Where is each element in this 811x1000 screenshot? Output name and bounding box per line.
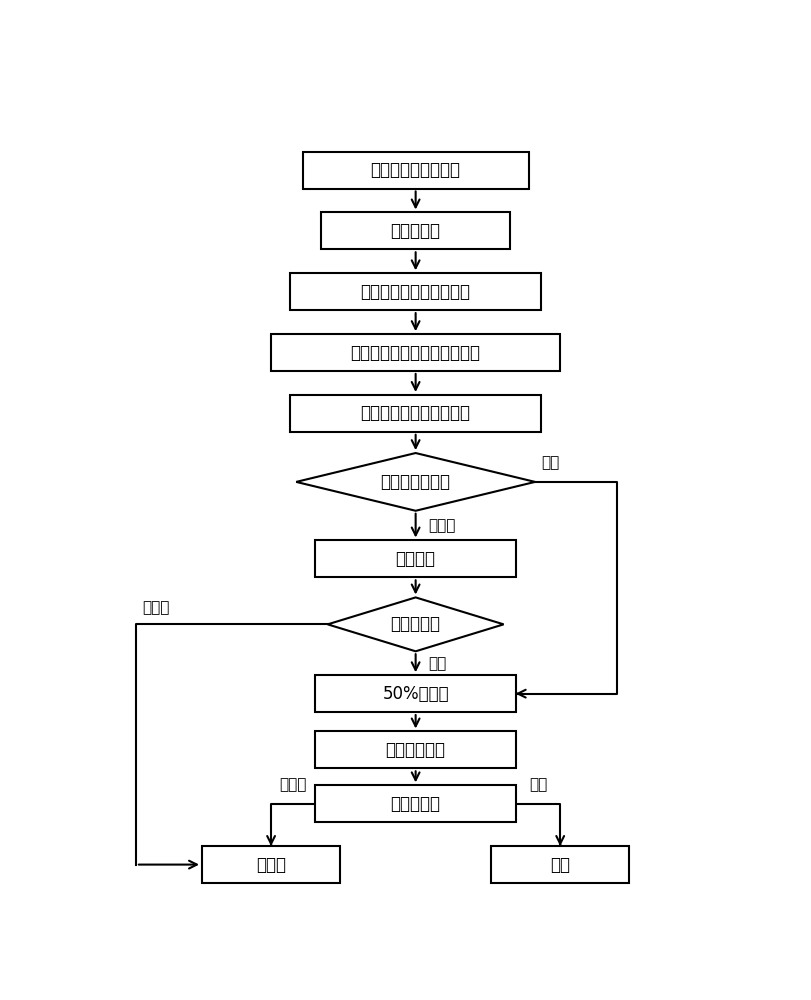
Text: 高温加速退火: 高温加速退火 <box>386 741 445 759</box>
Bar <box>315 785 516 822</box>
Bar <box>315 675 516 712</box>
Bar <box>321 212 510 249</box>
Text: 不合格: 不合格 <box>256 856 286 874</box>
Text: 不合格: 不合格 <box>428 518 456 533</box>
Text: 电参数是否合格: 电参数是否合格 <box>380 473 451 491</box>
Bar <box>290 395 542 432</box>
Bar <box>303 152 529 189</box>
Text: 电参数测试: 电参数测试 <box>391 795 440 813</box>
Text: 总剂量辐照后电参数测试: 总剂量辐照后电参数测试 <box>361 404 470 422</box>
Text: 剂量率选择: 剂量率选择 <box>391 222 440 240</box>
Text: 不合格: 不合格 <box>279 777 307 792</box>
Bar <box>315 731 516 768</box>
Bar <box>271 334 560 371</box>
Text: 合格: 合格 <box>428 656 447 671</box>
Bar <box>491 846 629 883</box>
Bar <box>315 540 516 577</box>
Text: 电参数测试: 电参数测试 <box>391 615 440 633</box>
Text: 50%过辐照: 50%过辐照 <box>382 685 449 703</box>
Text: 合格: 合格 <box>542 455 560 470</box>
Text: 不合格: 不合格 <box>142 600 169 615</box>
Text: 室温退火: 室温退火 <box>396 550 436 568</box>
Polygon shape <box>296 453 535 511</box>
Text: 合格: 合格 <box>529 777 547 792</box>
Text: 总剂量辐照前电参数测试: 总剂量辐照前电参数测试 <box>361 283 470 301</box>
Text: 辐照到规范设定的最大总剂量: 辐照到规范设定的最大总剂量 <box>350 344 481 362</box>
Text: 合格: 合格 <box>550 856 570 874</box>
Bar <box>290 273 542 310</box>
Text: 试验样品选择和处置: 试验样品选择和处置 <box>371 161 461 179</box>
Polygon shape <box>328 597 504 651</box>
Bar <box>202 846 341 883</box>
